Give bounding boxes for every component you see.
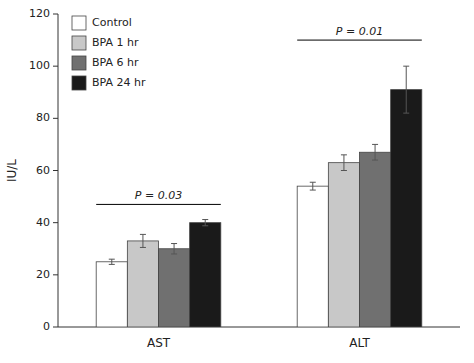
significance-label: P = 0.01: [336, 25, 383, 38]
error-bar: [403, 66, 409, 113]
bar: [328, 163, 359, 327]
legend-label: Control: [92, 16, 132, 29]
legend-swatch: [72, 16, 86, 30]
legend-label: BPA 1 hr: [92, 36, 139, 49]
significance-line: [96, 204, 221, 205]
error-bar: [171, 244, 177, 254]
y-axis-label: IU/L: [5, 159, 19, 182]
bar: [297, 186, 328, 327]
bar: [190, 223, 221, 327]
y-tick-label: 100: [29, 59, 50, 72]
y-tick-label: 60: [36, 164, 50, 177]
significance-line: [297, 40, 422, 41]
legend: Control BPA 1 hr BPA 6 hr BPA 24 hr: [72, 16, 146, 90]
error-bar: [140, 234, 146, 247]
legend-swatch: [72, 56, 86, 70]
error-bar: [372, 144, 378, 160]
y-tick: [53, 274, 58, 275]
y-tick-label: 80: [36, 111, 50, 124]
error-bar: [109, 259, 115, 264]
y-tick: [53, 327, 58, 328]
bars: [96, 66, 422, 327]
y-tick-label: 20: [36, 268, 50, 281]
y-tick-label: 0: [43, 320, 50, 333]
error-bar: [310, 182, 316, 190]
x-tick-label: AST: [147, 336, 171, 350]
legend-label: BPA 6 hr: [92, 56, 139, 69]
error-bar: [341, 155, 347, 171]
bar: [360, 152, 391, 327]
x-axis: AST ALT: [58, 327, 460, 350]
y-tick: [53, 170, 58, 171]
y-tick: [53, 222, 58, 223]
bar: [391, 90, 422, 327]
bar: [96, 262, 127, 327]
significance-label: P = 0.03: [135, 189, 182, 202]
y-tick: [53, 118, 58, 119]
legend-swatch: [72, 36, 86, 50]
y-axis: 0 20 40 60 80 100 120: [29, 7, 58, 333]
y-tick: [53, 66, 58, 67]
bar: [159, 249, 190, 327]
y-tick: [53, 14, 58, 15]
legend-label: BPA 24 hr: [92, 76, 146, 89]
y-tick-label: 120: [29, 7, 50, 20]
bar: [127, 241, 158, 327]
legend-swatch: [72, 76, 86, 90]
x-tick-label: ALT: [349, 336, 370, 350]
error-bar: [202, 220, 208, 226]
y-tick-label: 40: [36, 216, 50, 229]
chart-container: 0 20 40 60 80 100 120 IU/L AST ALT P = 0.03 P = 0.0…: [0, 0, 474, 363]
chart: 0 20 40 60 80 100 120 IU/L AST ALT P = 0.03 P = 0.0…: [0, 0, 474, 363]
